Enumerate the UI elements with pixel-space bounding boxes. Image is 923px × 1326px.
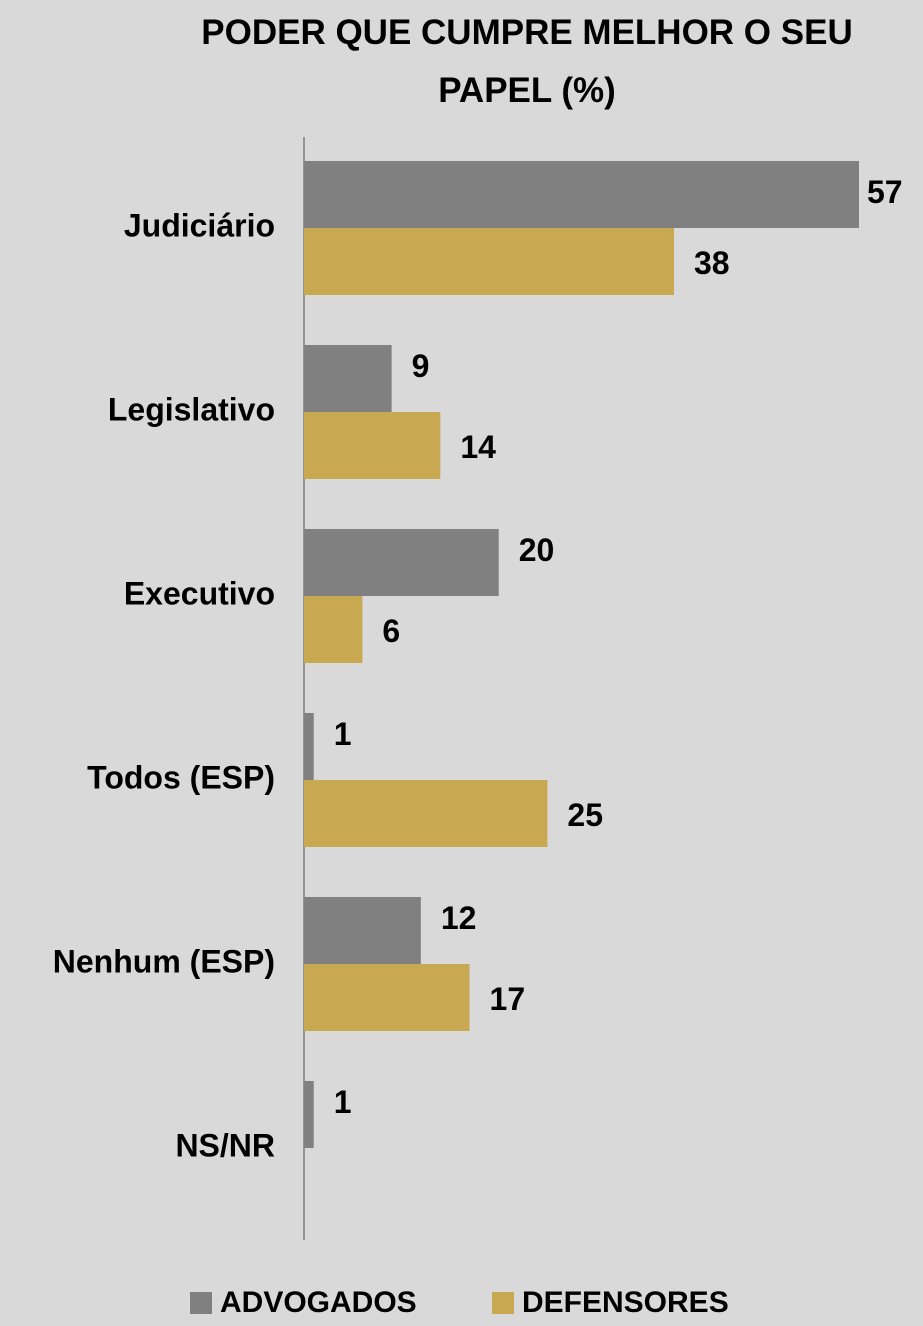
legend-label: ADVOGADOS <box>220 1286 417 1319</box>
value-label: 38 <box>694 245 730 281</box>
value-label: 12 <box>441 900 477 936</box>
value-label: 20 <box>519 532 555 568</box>
bar <box>304 780 548 847</box>
bar <box>304 529 499 596</box>
category-label: Judiciário <box>124 207 275 243</box>
bar <box>304 345 392 412</box>
bar <box>304 228 674 295</box>
value-label: 57 <box>867 174 903 210</box>
value-label: 17 <box>490 981 526 1017</box>
value-label: 14 <box>460 429 496 465</box>
bar <box>304 713 314 780</box>
category-label: Executivo <box>124 575 275 611</box>
category-label: NS/NR <box>175 1127 275 1163</box>
bar <box>304 412 441 479</box>
legend-label: DEFENSORES <box>522 1286 729 1319</box>
value-label: 6 <box>382 613 400 649</box>
value-label: 9 <box>412 348 430 384</box>
value-label: 1 <box>334 716 352 752</box>
bar <box>304 596 363 663</box>
value-label: 25 <box>567 797 603 833</box>
category-label: Legislativo <box>108 391 275 427</box>
legend-swatch <box>190 1292 212 1314</box>
bar <box>304 1081 314 1148</box>
value-label: 1 <box>334 1084 352 1120</box>
category-label: Nenhum (ESP) <box>53 943 275 979</box>
legend-swatch <box>492 1292 514 1314</box>
category-label: Todos (ESP) <box>87 759 275 795</box>
bar <box>304 161 859 228</box>
chart-title: PODER QUE CUMPRE MELHOR O SEU PAPEL (%) <box>201 13 853 110</box>
bar <box>304 897 421 964</box>
bar <box>304 964 470 1031</box>
